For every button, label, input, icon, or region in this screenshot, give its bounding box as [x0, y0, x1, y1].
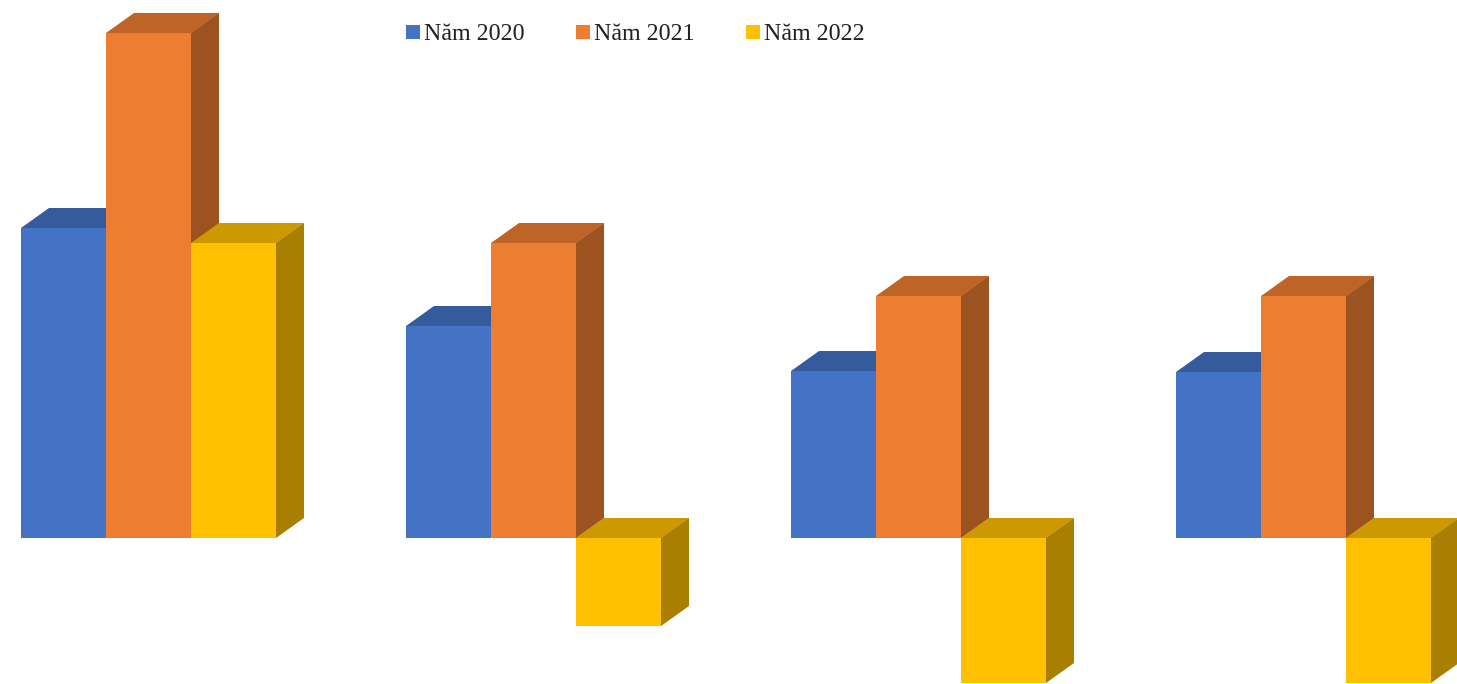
bar-top-face — [406, 306, 519, 326]
bar-side-face — [276, 223, 304, 538]
bar-front-face — [106, 33, 191, 538]
legend-swatch — [746, 25, 760, 39]
bar-group-3 — [791, 276, 1074, 683]
bar-side-face — [1346, 276, 1374, 538]
legend-item-1: Năm 2020 — [406, 20, 525, 46]
bar-3-4 — [1346, 518, 1457, 683]
bar-front-face — [491, 243, 576, 538]
bar-front-face — [961, 538, 1046, 683]
legend-label: Năm 2020 — [424, 20, 525, 46]
legend-label: Năm 2021 — [594, 20, 695, 46]
bar-top-face — [21, 208, 134, 228]
bar-2-3 — [876, 276, 989, 538]
bar-top-face — [576, 518, 689, 538]
bar-front-face — [1261, 296, 1346, 538]
bar-side-face — [961, 276, 989, 538]
bar-front-face — [406, 326, 491, 538]
bar-top-face — [1176, 352, 1289, 372]
legend-swatch — [406, 25, 420, 39]
bar-front-face — [791, 371, 876, 538]
legend-swatch — [576, 25, 590, 39]
bar-group-1 — [21, 13, 304, 538]
legend-item-3: Năm 2022 — [746, 20, 865, 46]
bar-top-face — [876, 276, 989, 296]
bar-front-face — [876, 296, 961, 538]
bar-2-4 — [1261, 276, 1374, 538]
bar-side-face — [576, 223, 604, 538]
bar-group-4 — [1176, 276, 1457, 683]
bar-top-face — [961, 518, 1074, 538]
bar-front-face — [21, 228, 106, 538]
bar-group-2 — [406, 223, 689, 626]
bar-side-face — [661, 518, 689, 626]
legend-item-2: Năm 2021 — [576, 20, 695, 46]
bar-top-face — [1346, 518, 1457, 538]
bar-3-3 — [961, 518, 1074, 683]
bar-front-face — [576, 538, 661, 626]
bar-side-face — [1046, 518, 1074, 683]
bar-front-face — [1176, 372, 1261, 538]
bar-3-2 — [576, 518, 689, 626]
bar-top-face — [491, 223, 604, 243]
legend: Năm 2020 Năm 2021 Năm 2022 — [406, 20, 865, 46]
bar-2-2 — [491, 223, 604, 538]
bar-top-face — [191, 223, 304, 243]
bar-top-face — [791, 351, 904, 371]
bar-side-face — [1431, 519, 1457, 683]
bars-layer — [21, 13, 1457, 683]
legend-label: Năm 2022 — [764, 20, 865, 46]
bar-top-face — [1261, 276, 1374, 296]
bar-top-face — [106, 13, 219, 33]
bar-front-face — [1346, 538, 1431, 683]
bar-3-1 — [191, 223, 304, 538]
bar-front-face — [191, 243, 276, 538]
